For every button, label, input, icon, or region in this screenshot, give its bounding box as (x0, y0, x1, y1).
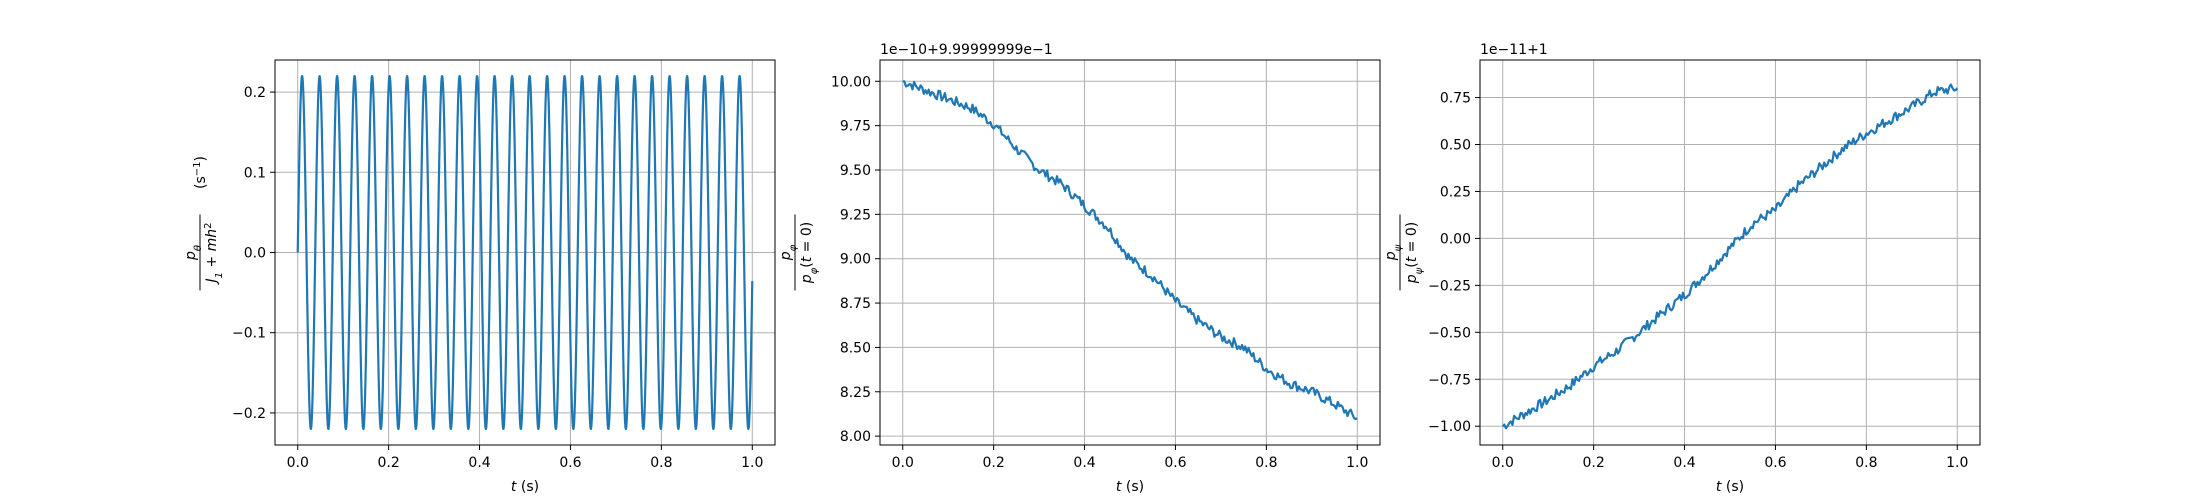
y-tick-label: 8.00 (840, 429, 871, 445)
panel-1-ylabel-numerator: pθ (183, 245, 204, 261)
panel-2-ylabel-numerator: pφ (778, 244, 799, 261)
y-tick-label: 0.1 (244, 165, 266, 181)
panel-3-xlabel: t (s) (1716, 479, 1744, 495)
x-tick-label: 0.4 (1073, 455, 1095, 471)
series-line (1501, 83, 1959, 430)
panel-1-ylabel: pθ J1 + mh2 (s−1) (183, 156, 225, 291)
panel-1-ylabel-unit: (s−1) (192, 156, 210, 189)
x-tick-label: 0.4 (468, 455, 490, 471)
panel-3: 0.0 0.2 0.4 0.6 0.8 1.0 −1.00 −0.75 −0.50 −0.25 0.… (1383, 42, 1981, 495)
y-tick-label: −0.25 (1428, 278, 1471, 294)
y-tick-label: 9.50 (840, 163, 871, 179)
x-tick-label: 1.0 (1946, 455, 1968, 471)
y-tick-label: −0.75 (1428, 372, 1471, 388)
x-tick-label: 0.6 (1164, 455, 1186, 471)
panel-3-ylabel: pψ pψ(t = 0) (1383, 214, 1425, 291)
y-tick-label: 9.75 (840, 119, 871, 135)
y-tick-label: 0.00 (1440, 231, 1471, 247)
y-tick-label: 8.75 (840, 296, 871, 312)
panel-2-ticks: 0.0 0.2 0.4 0.6 0.8 1.0 8.00 8.25 8.50 8.75 9.00 9.… (831, 74, 1368, 471)
y-tick-label: −0.50 (1428, 325, 1471, 341)
x-tick-label: 0.6 (1764, 455, 1786, 471)
panel-3-frame (1479, 59, 1981, 446)
series-line (902, 80, 1358, 421)
x-tick-label: 0.8 (650, 455, 672, 471)
x-tick-label: 0.8 (1255, 455, 1277, 471)
y-tick-label: 8.25 (840, 385, 871, 401)
y-tick-label: 0.2 (244, 85, 266, 101)
panel-2-grid (880, 60, 1380, 445)
y-tick-label: 0.75 (1440, 91, 1471, 107)
panel-3-ylabel-denominator: pψ(t = 0) (1404, 222, 1425, 284)
y-tick-label: 0.50 (1440, 138, 1471, 154)
y-tick-label: 0.25 (1440, 184, 1471, 200)
y-tick-label: 8.50 (840, 340, 871, 356)
x-tick-label: 0.2 (1583, 455, 1605, 471)
panel-2-frame (879, 59, 1381, 446)
series-line (296, 74, 754, 431)
x-tick-label: 0.0 (287, 455, 309, 471)
x-tick-label: 0.8 (1855, 455, 1877, 471)
y-tick-label: 9.25 (840, 207, 871, 223)
y-tick-label: 10.00 (831, 74, 871, 90)
x-tick-label: 0.6 (559, 455, 581, 471)
y-tick-label: 0.0 (244, 246, 266, 262)
x-tick-label: 1.0 (1346, 455, 1368, 471)
panel-1-ticks: 0.0 0.2 0.4 0.6 0.8 1.0 −0.2 −0.1 0.0 0.1 0.2 (232, 85, 763, 471)
panel-3-ticks: 0.0 0.2 0.4 0.6 0.8 1.0 −1.00 −0.75 −0.50 −0.25 0.… (1428, 91, 1968, 471)
panel-3-grid (1480, 60, 1980, 445)
panel-3-series (1501, 83, 1959, 430)
x-tick-label: 0.0 (892, 455, 914, 471)
panel-2-series (902, 80, 1358, 421)
y-tick-label: 9.00 (840, 252, 871, 268)
x-tick-label: 0.2 (378, 455, 400, 471)
x-tick-label: 0.4 (1673, 455, 1695, 471)
panel-2-ylabel-denominator: pφ(t = 0) (799, 222, 820, 284)
y-tick-label: −1.00 (1428, 419, 1471, 435)
panel-2-ylabel: pφ pφ(t = 0) (778, 214, 820, 291)
x-tick-label: 0.0 (1492, 455, 1514, 471)
panel-1-series (296, 74, 754, 431)
y-tick-label: −0.1 (232, 326, 266, 342)
panel-2-xlabel: t (s) (1116, 479, 1144, 495)
panel-1: 0.0 0.2 0.4 0.6 0.8 1.0 −0.2 −0.1 0.0 0.1 0.2 t (s… (183, 59, 776, 495)
panel-3-offset-text: 1e−11+1 (1480, 42, 1548, 58)
panel-1-ylabel-denominator: J1 + mh2 (203, 222, 225, 285)
panel-1-xlabel: t (s) (511, 479, 539, 495)
panel-2: 0.0 0.2 0.4 0.6 0.8 1.0 8.00 8.25 8.50 8.75 9.00 9.… (778, 42, 1381, 495)
x-tick-label: 0.2 (983, 455, 1005, 471)
x-tick-label: 1.0 (741, 455, 763, 471)
y-tick-label: −0.2 (232, 406, 266, 422)
panel-1-frame (274, 59, 776, 446)
panel-3-ylabel-numerator: pψ (1383, 244, 1404, 261)
panel-2-offset-text: 1e−10+9.99999999e−1 (880, 42, 1053, 58)
